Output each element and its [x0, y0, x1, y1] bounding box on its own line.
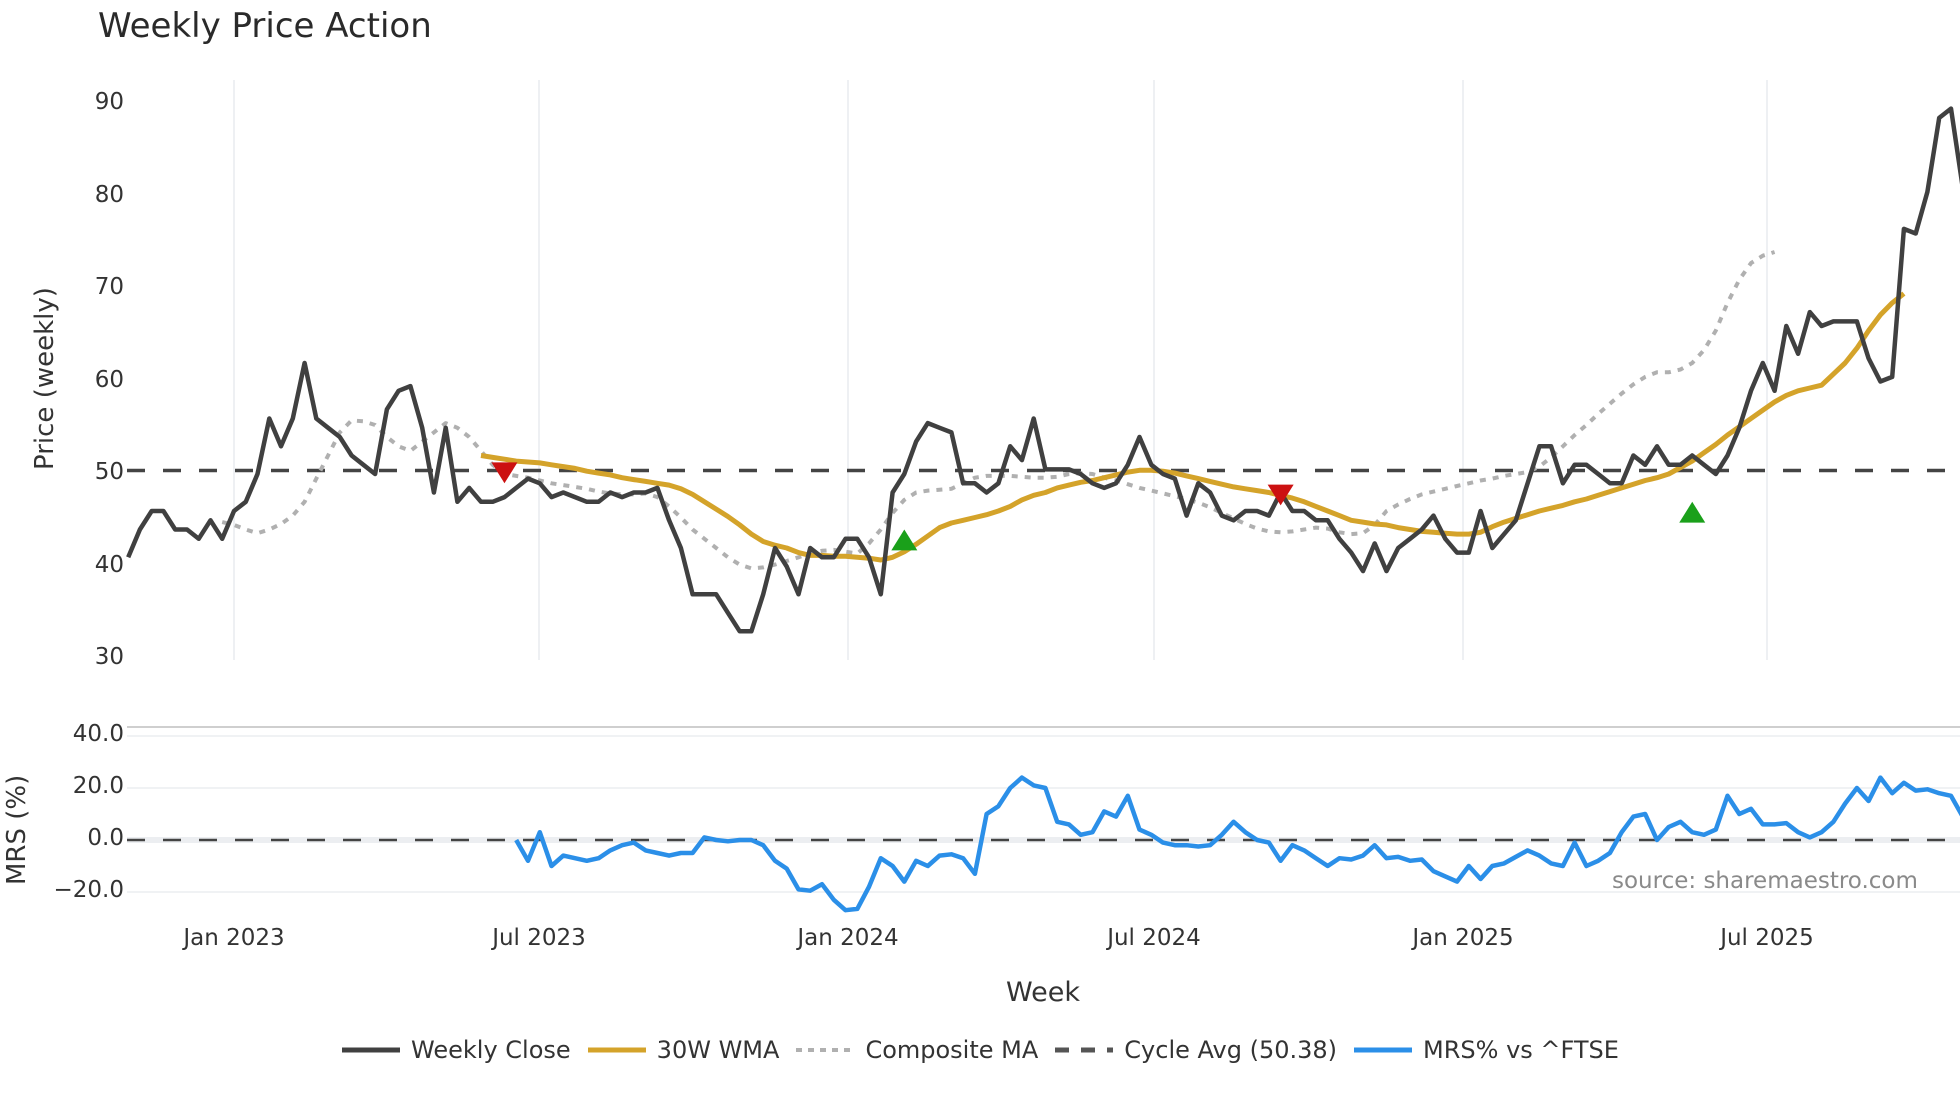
- legend-label: 30W WMA: [656, 1036, 780, 1064]
- legend-swatch-icon: [1055, 1047, 1114, 1053]
- price-y-tick: 40: [94, 551, 124, 578]
- sell-signal-icon: [1267, 484, 1294, 506]
- price-y-tick: 80: [94, 181, 124, 208]
- mrs-y-tick: 40.0: [72, 721, 124, 747]
- mrs-y-tick: −20.0: [53, 877, 124, 903]
- buy-signal-icon: [1679, 501, 1706, 523]
- x-tick: Jul 2024: [1107, 925, 1201, 951]
- legend-label: Weekly Close: [411, 1036, 571, 1064]
- legend-swatch-icon: [342, 1047, 401, 1053]
- mrs-line: [514, 775, 1960, 913]
- legend-label: Cycle Avg (50.38): [1124, 1036, 1338, 1064]
- mrs-y-tick: 20.0: [72, 773, 124, 799]
- price-panel: [126, 106, 1960, 634]
- mrs-y-tick: 0.0: [87, 825, 124, 851]
- legend-item[interactable]: Cycle Avg (50.38): [1054, 1036, 1337, 1064]
- legend-label: Composite MA: [865, 1036, 1039, 1064]
- legend-swatch-icon: [796, 1048, 855, 1052]
- x-tick: Jul 2023: [492, 925, 586, 951]
- chart-title: Weekly Price Action: [98, 6, 432, 46]
- legend-swatch-icon: [1354, 1047, 1413, 1053]
- composite-ma-line: [221, 250, 1776, 571]
- x-tick: Jan 2025: [1412, 925, 1514, 951]
- x-axis-label: Week: [1006, 977, 1080, 1008]
- weekly-close-line: [126, 106, 1960, 634]
- price-y-tick: 70: [94, 274, 124, 300]
- buy-signal-icon: [891, 529, 918, 551]
- source-annotation: source: sharemaestro.com: [1612, 868, 1918, 894]
- legend: Weekly Close 30W WMA Composite MA Cycle Avg…: [0, 1036, 1960, 1064]
- grid-lines: [127, 80, 1960, 893]
- x-tick: Jan 2024: [797, 925, 899, 951]
- legend-swatch-icon: [587, 1047, 646, 1053]
- price-y-tick: 50: [94, 459, 124, 485]
- price-y-tick: 60: [94, 366, 124, 393]
- x-tick: Jan 2023: [183, 925, 285, 951]
- legend-item[interactable]: MRS% vs ^FTSE: [1353, 1036, 1619, 1064]
- legend-item[interactable]: 30W WMA: [587, 1036, 780, 1064]
- mrs-panel: [127, 775, 1960, 913]
- price-y-tick: 90: [94, 89, 124, 115]
- legend-label: MRS% vs ^FTSE: [1423, 1036, 1619, 1064]
- legend-item[interactable]: Composite MA: [795, 1036, 1038, 1064]
- sell-signal-icon: [491, 462, 518, 484]
- wma-line: [480, 291, 1906, 563]
- price-y-tick: 30: [94, 644, 124, 670]
- legend-item[interactable]: Weekly Close: [341, 1036, 571, 1064]
- x-tick: Jul 2025: [1720, 925, 1814, 951]
